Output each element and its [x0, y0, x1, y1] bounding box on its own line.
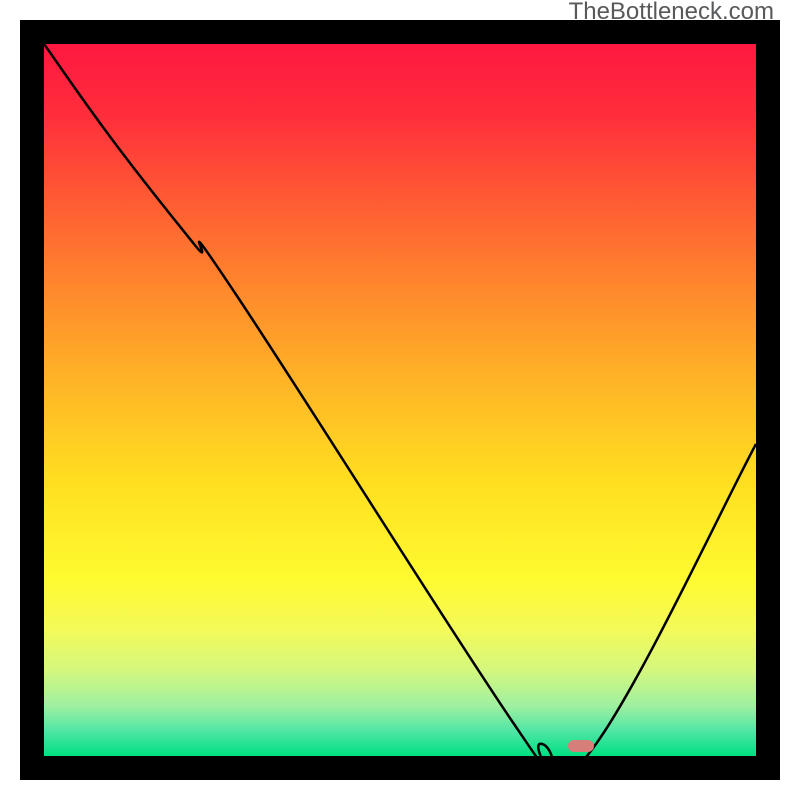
highlight-marker [568, 740, 594, 752]
watermark-text: TheBottleneck.com [569, 0, 774, 26]
curve-layer [44, 44, 756, 756]
plot-area [44, 44, 756, 756]
curve-path [44, 44, 756, 756]
chart-frame: TheBottleneck.com [0, 0, 800, 800]
